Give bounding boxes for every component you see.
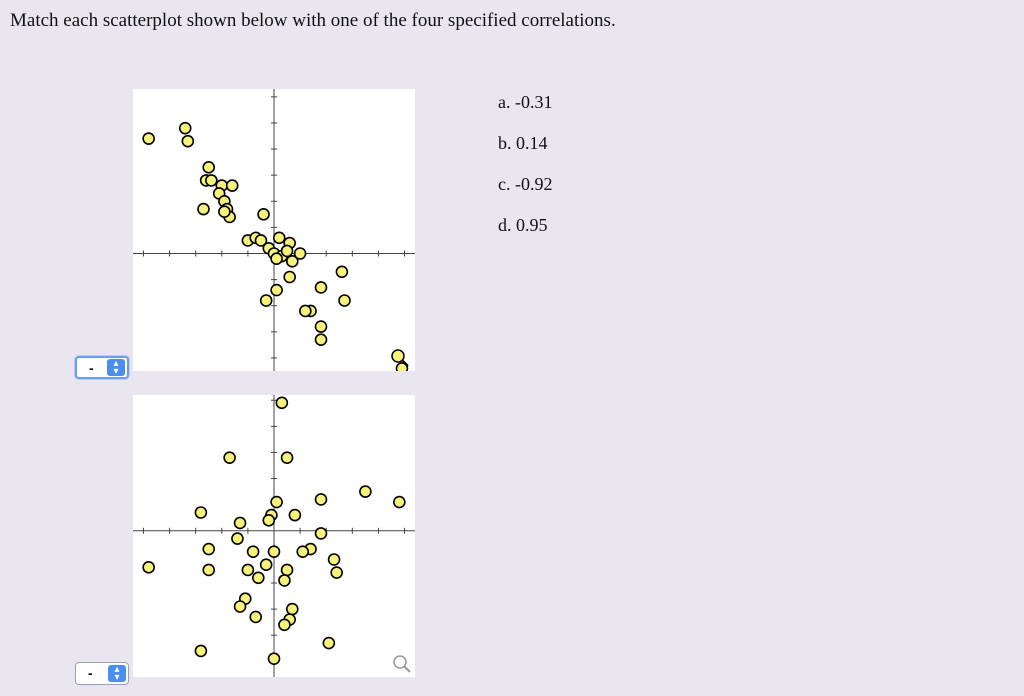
data-point <box>205 174 218 187</box>
data-point <box>246 545 260 558</box>
data-point <box>197 202 210 216</box>
data-point <box>330 566 343 579</box>
magnifier-icon[interactable] <box>391 349 409 367</box>
data-point <box>178 121 192 135</box>
data-point <box>259 294 273 307</box>
data-point <box>194 506 208 519</box>
data-point <box>233 516 247 530</box>
data-point <box>335 265 349 279</box>
answer-select-1-value: - <box>89 360 94 376</box>
scatterplot-2 <box>133 395 415 677</box>
data-point <box>249 610 263 624</box>
data-point <box>314 281 328 294</box>
data-point <box>395 362 409 371</box>
scatterplot-1-canvas <box>133 89 415 371</box>
data-point <box>254 234 268 247</box>
data-point <box>393 495 406 509</box>
data-point <box>223 451 236 464</box>
data-point <box>299 304 312 318</box>
data-point <box>270 283 283 297</box>
data-point <box>278 574 291 587</box>
data-point <box>262 514 276 527</box>
data-point <box>252 571 265 585</box>
data-point <box>283 270 296 284</box>
data-point <box>314 333 328 346</box>
data-point <box>327 553 341 566</box>
answer-select-2[interactable]: - ▴ ▾ <box>75 662 129 685</box>
correlation-options: a. -0.31 b. 0.14 c. -0.92 d. 0.95 <box>498 92 552 256</box>
chevron-up-down-icon: ▴ ▾ <box>107 358 125 376</box>
data-point <box>272 231 286 245</box>
data-point <box>288 508 302 522</box>
data-point <box>194 644 208 658</box>
data-point <box>257 208 270 221</box>
data-point <box>314 493 328 506</box>
option-a: a. -0.31 <box>498 92 553 112</box>
option-d: d. 0.95 <box>498 215 548 235</box>
data-point <box>359 485 372 498</box>
chevron-up-down-icon: ▴ ▾ <box>108 664 126 682</box>
data-point <box>280 451 294 464</box>
answer-select-1[interactable]: - ▴ ▾ <box>75 356 129 379</box>
data-point <box>314 320 328 333</box>
data-point <box>322 636 336 650</box>
option-b: b. 0.14 <box>498 133 548 153</box>
data-point <box>241 563 255 577</box>
data-point <box>270 495 283 509</box>
data-point <box>267 652 281 666</box>
data-point <box>285 255 299 268</box>
data-point <box>296 545 310 558</box>
data-point <box>233 600 247 613</box>
data-point <box>338 294 351 307</box>
data-point <box>293 247 307 260</box>
data-point <box>142 561 155 574</box>
data-point <box>270 252 283 266</box>
data-point <box>280 563 294 577</box>
answer-select-2-value: - <box>88 665 93 681</box>
data-point <box>231 532 244 545</box>
data-point <box>285 602 299 616</box>
scatterplot-2-canvas <box>133 395 415 677</box>
data-point <box>280 244 294 258</box>
data-point <box>202 563 216 577</box>
data-point <box>202 542 216 556</box>
data-point <box>218 205 231 219</box>
data-point <box>278 618 291 632</box>
scatterplot-1 <box>133 89 415 371</box>
data-point <box>142 132 155 145</box>
data-point <box>225 179 239 192</box>
question-prompt: Match each scatterplot shown below with … <box>10 10 616 31</box>
option-c: c. -0.92 <box>498 174 553 194</box>
data-point <box>181 134 195 148</box>
data-point <box>202 161 216 174</box>
data-point <box>267 545 281 558</box>
data-point <box>314 527 328 540</box>
data-point <box>259 558 273 572</box>
data-point <box>275 396 289 410</box>
magnifier-icon[interactable] <box>393 655 411 673</box>
